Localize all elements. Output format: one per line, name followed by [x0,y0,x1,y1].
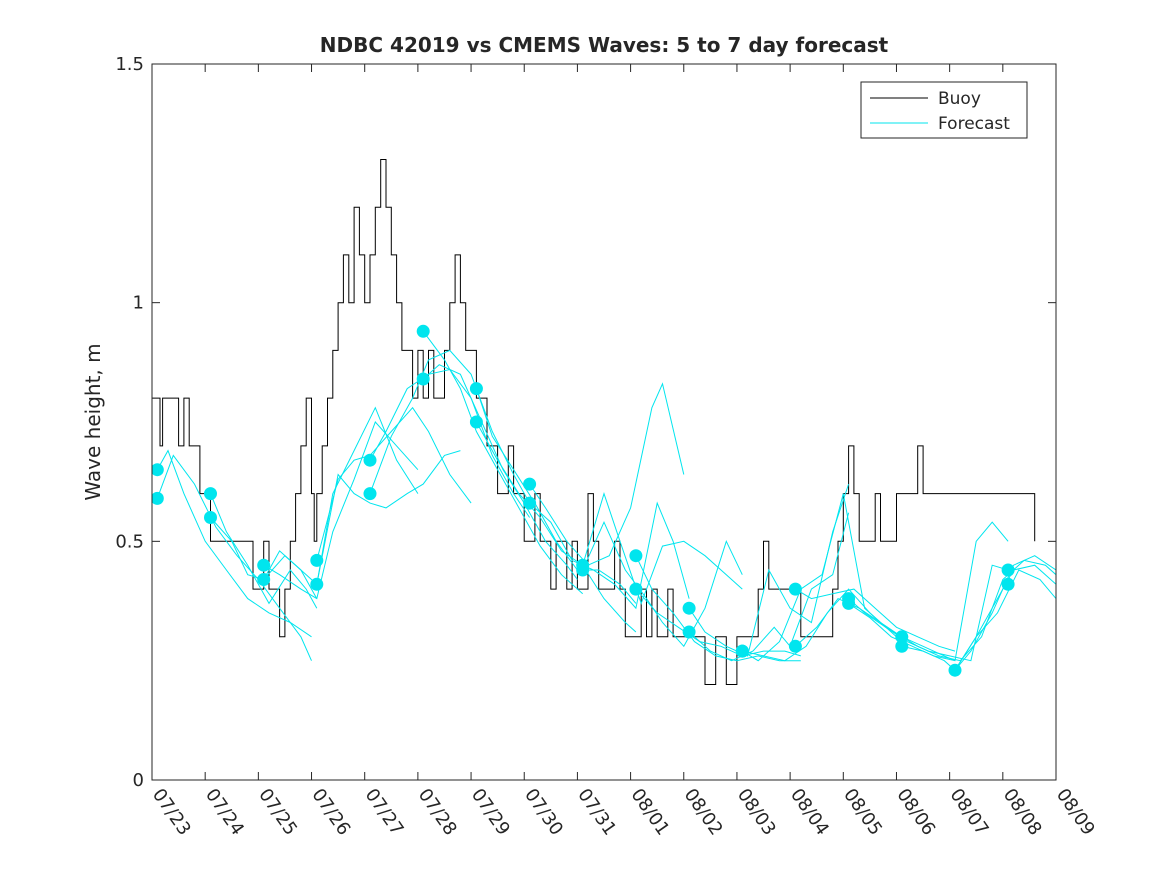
series-layer [152,159,1056,685]
forecast-start-marker [682,625,696,639]
forecast-start-marker [469,382,483,396]
forecast-start-marker [523,496,537,510]
forecast-line-0 [156,454,312,661]
forecast-line-18 [635,555,801,662]
forecast-line-15 [529,501,690,610]
forecast-start-marker [152,491,164,505]
forecast-line-6 [316,406,472,561]
forecast-line-24 [795,588,956,652]
forecast-start-marker [895,639,909,653]
buoy-line [152,159,1036,685]
forecast-start-marker [363,487,377,501]
y-tick-label: 1 [133,293,144,314]
forecast-line-14 [529,382,685,566]
forecast-line-4 [263,421,419,600]
forecast-start-marker [735,644,749,658]
forecast-start-marker [257,573,271,586]
forecast-line-19 [635,588,801,657]
legend-forecast-label: Forecast [938,114,1010,134]
plot-area [151,63,1057,781]
forecast-start-marker [310,577,324,591]
forecast-start-marker [1001,563,1015,577]
forecast-start-marker [257,558,271,572]
forecast-start-marker [1001,577,1015,591]
legend: Buoy Forecast [860,81,1028,139]
forecast-line-10 [422,364,578,580]
forecast-line-16 [582,491,743,605]
forecast-start-marker [152,463,164,477]
forecast-line-1 [156,449,312,638]
forecast-start-marker [310,553,324,567]
forecast-start-marker [416,372,430,386]
y-tick-label: 0.5 [115,531,144,552]
y-tick-label: 1.5 [115,54,144,75]
forecast-start-marker [576,563,590,577]
forecast-start-marker [629,582,643,596]
forecast-line-8 [369,349,531,504]
forecast-start-marker [788,582,802,596]
forecast-start-marker [948,663,962,677]
forecast-line-2 [210,493,318,609]
forecast-line-21 [688,512,850,662]
forecast-start-marker [416,324,430,338]
forecast-line-12 [475,388,637,604]
forecast-line-11 [422,331,584,595]
forecast-start-marker [363,453,377,467]
forecast-start-marker [523,477,537,491]
forecast-line-28 [901,559,1056,662]
forecast-start-marker [204,511,217,524]
forecast-start-marker [895,630,909,644]
forecast-start-marker [682,601,696,615]
forecast-start-marker [788,639,802,653]
forecast-start-marker [629,549,643,563]
forecast-line-13 [475,421,637,633]
forecast-line-7 [316,450,461,585]
legend-buoy-label: Buoy [938,89,981,109]
chart-title: NDBC 42019 vs CMEMS Waves: 5 to 7 day fo… [320,33,889,57]
y-axis-label: Wave height, m [81,343,105,500]
forecast-start-marker [469,415,483,429]
forecast-line-17 [582,520,743,648]
forecast-start-marker [204,487,217,501]
forecast-start-marker [842,596,856,610]
forecast-line-5 [263,406,419,586]
y-tick-label: 0 [133,770,144,791]
